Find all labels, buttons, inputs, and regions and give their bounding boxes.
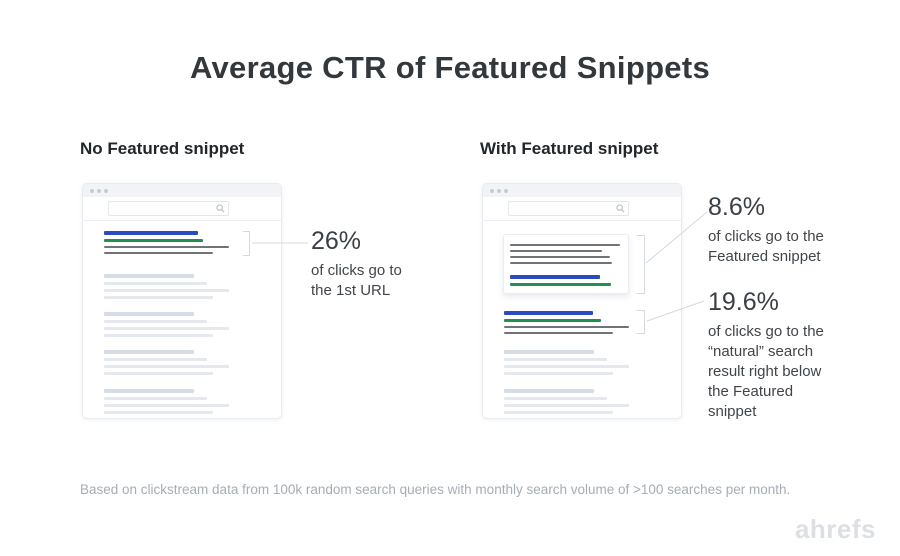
annotation-value: 8.6% [708,193,765,221]
bracket-natural-result [637,310,645,334]
placeholder-line [504,397,607,400]
window-dot [497,188,501,193]
result-title-line [504,311,593,315]
placeholder-line [104,327,229,330]
placeholder-result [504,350,629,375]
annotation-value: 26% [311,227,362,255]
browser-mockup-no-snippet [82,183,282,419]
window-dot [104,188,108,193]
search-input [108,201,229,216]
placeholder-line [104,358,207,361]
placeholder-line [504,389,594,393]
annotation-text: of clicks go to the [708,323,824,340]
browser-titlebar [83,184,281,197]
result-text-line [104,246,229,248]
browser-titlebar [483,184,681,197]
annotation-text: of clicks go to [311,262,402,279]
annotation-8-6: 8.6% of clicks go to the Featured snippe… [708,192,868,267]
result-url-line [104,239,203,242]
placeholder-line [504,365,629,368]
browser-mockup-with-snippet [482,183,682,419]
placeholder-line [104,350,194,354]
footnote: Based on clickstream data from 100k rand… [80,482,791,497]
bracket-featured-snippet [637,235,645,294]
snippet-text-line [510,250,602,252]
search-icon [216,204,225,213]
placeholder-line [104,289,229,292]
featured-snippet-box [503,234,629,294]
placeholder-line [104,334,213,337]
annotation-text: the Featured [708,383,794,400]
placeholder-result [104,274,229,299]
placeholder-line [104,365,229,368]
annotation-text: snippet [708,403,757,420]
window-dot [490,188,494,193]
annotation-19-6: 19.6% of clicks go to the “natural” sear… [708,287,873,422]
result-title-line [104,231,198,235]
right-panel-heading: With Featured snippet [480,139,659,158]
placeholder-line [104,282,207,285]
result-text-line [504,326,629,328]
annotation-text: the 1st URL [311,282,391,299]
placeholder-line [104,372,213,375]
snippet-text-line [510,262,612,264]
bracket-first-url [243,231,250,256]
first-organic-result [104,231,229,254]
page-title: Average CTR of Featured Snippets [189,50,711,85]
annotation-text: Featured snippet [708,248,821,265]
search-input [508,201,629,216]
snippet-url-line [510,283,611,286]
result-text-line [104,252,213,254]
placeholder-line [504,404,629,407]
placeholder-line [104,274,194,278]
result-url-line [504,319,601,322]
placeholder-line [504,358,607,361]
placeholder-line [104,312,194,316]
result-text-line [504,332,613,334]
placeholder-line [104,389,194,393]
annotation-text: result right below [708,363,822,380]
snippet-text-line [510,244,620,246]
snippet-text-line [510,256,610,258]
browser-toolbar [83,197,281,221]
placeholder-line [504,411,613,414]
snippet-title-line [510,275,600,279]
first-organic-result [504,311,629,334]
annotation-text: “natural” search [708,343,814,360]
placeholder-line [104,296,213,299]
annotation-26: 26% of clicks go to the 1st URL [311,226,461,301]
placeholder-result [504,389,629,414]
search-icon [616,204,625,213]
placeholder-line [104,411,213,414]
placeholder-result [104,389,229,414]
placeholder-line [504,350,594,354]
placeholder-line [104,397,207,400]
placeholder-line [104,404,229,407]
left-panel-heading: No Featured snippet [80,139,245,158]
placeholder-result [104,312,229,337]
browser-toolbar [483,197,681,221]
window-dot [90,188,94,193]
annotation-text: of clicks go to the [708,228,824,245]
ahrefs-logo: ahrefs [794,514,876,544]
placeholder-line [504,372,613,375]
window-dot [504,188,508,193]
annotation-value: 19.6% [708,288,779,316]
placeholder-line [104,320,207,323]
window-dot [97,188,101,193]
placeholder-result [104,350,229,375]
